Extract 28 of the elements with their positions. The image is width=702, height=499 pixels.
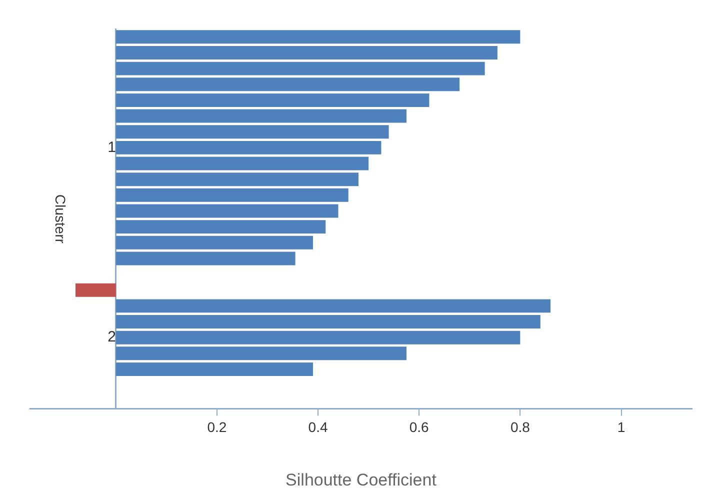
bar xyxy=(75,283,116,297)
y-axis-title: Clusterr xyxy=(52,194,68,244)
bar xyxy=(116,172,358,186)
bar xyxy=(116,362,313,376)
bar xyxy=(116,78,460,92)
x-tick-label: 0.2 xyxy=(207,419,227,436)
bar xyxy=(116,236,313,250)
bar xyxy=(116,109,406,123)
bar xyxy=(116,46,498,60)
bar xyxy=(116,62,485,76)
x-tick-label: 1 xyxy=(617,419,626,436)
bar xyxy=(116,204,338,218)
x-tick-label: 0.6 xyxy=(409,419,430,436)
bar xyxy=(116,299,551,313)
bar xyxy=(116,252,296,266)
bar xyxy=(116,315,540,328)
bar xyxy=(116,125,389,139)
bar xyxy=(116,30,520,44)
bar xyxy=(116,140,382,154)
bar xyxy=(116,330,520,344)
bar xyxy=(116,93,430,107)
x-tick-label: 0.4 xyxy=(308,419,328,436)
x-tick-label: 0.8 xyxy=(510,419,530,436)
bar xyxy=(116,346,406,360)
bar xyxy=(116,220,326,234)
x-axis-title: Silhoutte Coefficient xyxy=(286,470,437,490)
bar xyxy=(116,156,369,170)
bar xyxy=(116,188,348,202)
